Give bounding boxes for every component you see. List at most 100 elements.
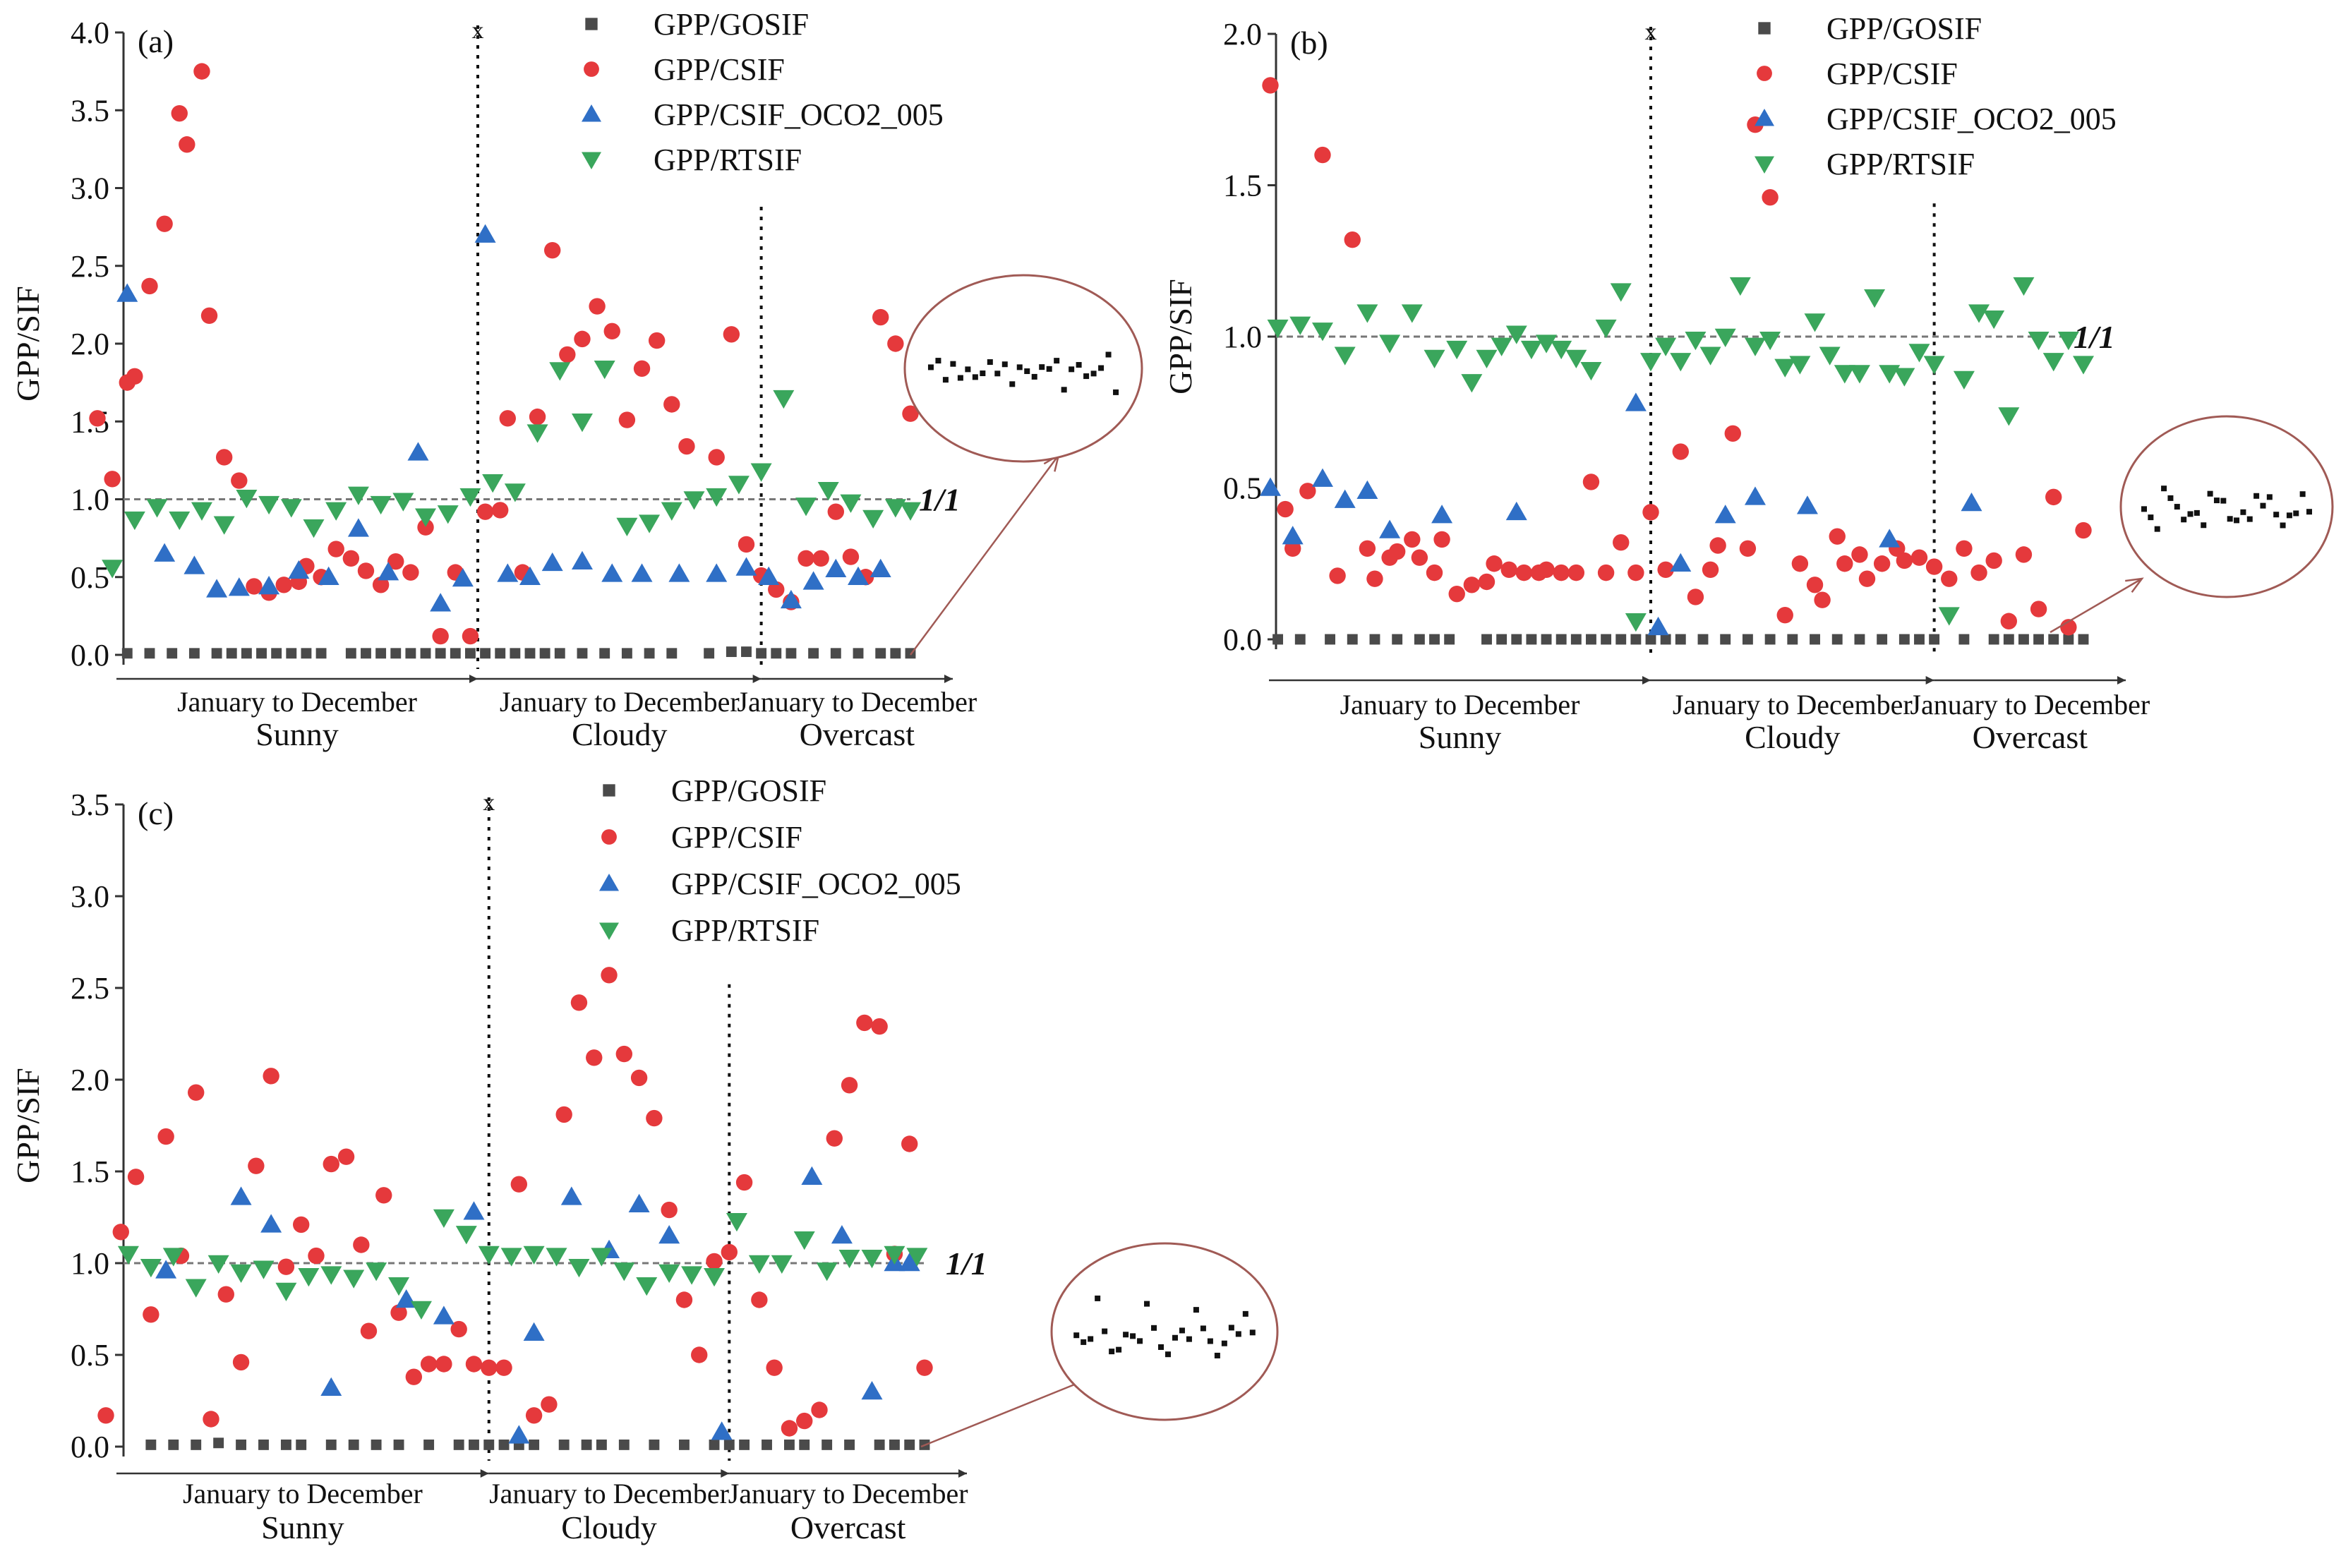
data-point-square bbox=[704, 648, 715, 659]
data-point-square bbox=[889, 1439, 900, 1450]
y-tick-label: 1.0 bbox=[1223, 320, 1262, 354]
data-point-circle bbox=[432, 627, 449, 645]
data-point-triangle-up bbox=[183, 555, 205, 574]
inset-point bbox=[1137, 1338, 1143, 1344]
data-point-triangle-down bbox=[1267, 319, 1289, 339]
data-point-triangle-up bbox=[258, 575, 280, 595]
inset-point bbox=[1113, 389, 1119, 395]
segment-period-label: January to December bbox=[728, 1478, 968, 1509]
data-point-triangle-down bbox=[523, 1246, 545, 1265]
data-point-square bbox=[1272, 634, 1284, 645]
y-tick-label: 2.5 bbox=[71, 971, 109, 1006]
data-point-circle bbox=[1262, 77, 1279, 94]
data-point-triangle-up bbox=[560, 1186, 582, 1205]
data-point-triangle-down bbox=[1311, 322, 1333, 342]
data-point-triangle-down bbox=[1714, 328, 1736, 347]
data-point-square bbox=[145, 1439, 157, 1450]
legend-label: GPP/RTSIF bbox=[671, 913, 819, 948]
data-point-triangle-down bbox=[207, 1255, 229, 1274]
inset-point bbox=[972, 374, 978, 380]
data-point-triangle-down bbox=[1655, 337, 1677, 356]
data-point-triangle-up bbox=[155, 1260, 177, 1279]
y-tick-label: 0.5 bbox=[1223, 471, 1262, 506]
data-point-square bbox=[784, 1439, 795, 1450]
y-axis-label: GPP/SIF bbox=[10, 1068, 46, 1183]
data-point-triangle-down bbox=[478, 1246, 500, 1265]
data-point-triangle-down bbox=[1998, 407, 2020, 426]
inset-point bbox=[2161, 486, 2167, 492]
data-point-triangle-down bbox=[861, 1249, 883, 1269]
inset-point bbox=[1039, 364, 1045, 370]
data-point-circle bbox=[275, 577, 292, 593]
y-tick-label: 1.5 bbox=[71, 1154, 109, 1189]
inset-point bbox=[1061, 387, 1067, 393]
data-point-triangle-down bbox=[504, 483, 526, 502]
data-point-square bbox=[1720, 634, 1731, 645]
legend-label: GPP/RTSIF bbox=[654, 143, 802, 177]
data-point-triangle-down bbox=[298, 1267, 320, 1287]
data-point-square bbox=[144, 648, 155, 659]
data-point-square bbox=[465, 648, 476, 659]
data-point-triangle-down bbox=[343, 1270, 365, 1289]
data-point-triangle-down bbox=[415, 508, 437, 527]
data-point-square bbox=[167, 648, 178, 659]
data-point-triangle-down bbox=[906, 1248, 928, 1267]
segment-period-label: January to December bbox=[177, 686, 417, 718]
data-point-circle bbox=[2030, 601, 2047, 617]
inset-point bbox=[2167, 495, 2174, 501]
data-point-triangle-down bbox=[862, 509, 884, 529]
data-point-triangle-down bbox=[325, 502, 347, 521]
data-point-triangle-up bbox=[802, 571, 824, 590]
segment-period-label: January to December bbox=[183, 1478, 423, 1509]
data-point-circle bbox=[1553, 564, 1570, 581]
data-point-square bbox=[435, 648, 446, 659]
data-point-triangle-down bbox=[900, 502, 921, 521]
data-point-square bbox=[1764, 634, 1776, 645]
data-point-circle bbox=[450, 1320, 467, 1338]
data-point-square bbox=[1555, 634, 1567, 645]
data-point-triangle-down bbox=[661, 502, 682, 521]
data-point-triangle-down bbox=[1699, 346, 1721, 366]
data-point-triangle-down bbox=[616, 517, 638, 536]
data-point-circle bbox=[156, 215, 173, 232]
inset-point bbox=[957, 375, 963, 381]
data-point-circle bbox=[1433, 531, 1450, 548]
data-point-circle bbox=[812, 550, 829, 567]
y-tick-label: 1.0 bbox=[71, 1246, 109, 1281]
inset-point bbox=[1098, 365, 1105, 371]
inset-point bbox=[1105, 351, 1112, 358]
data-point-triangle-up bbox=[825, 558, 847, 577]
data-point-triangle-down bbox=[1848, 365, 1870, 384]
data-point-square bbox=[498, 1439, 510, 1450]
legend-marker-circle-icon bbox=[1757, 66, 1772, 81]
data-point-triangle-up bbox=[801, 1166, 823, 1186]
data-point-circle bbox=[127, 1169, 145, 1186]
data-point-square bbox=[524, 648, 536, 659]
data-point-square bbox=[799, 1439, 810, 1450]
data-point-square bbox=[453, 1439, 464, 1450]
data-point-triangle-down bbox=[366, 1262, 387, 1281]
data-point-circle bbox=[390, 1304, 407, 1321]
inset-point bbox=[935, 358, 941, 364]
data-point-square bbox=[1481, 634, 1492, 645]
legend-marker-square-icon bbox=[1758, 22, 1771, 35]
data-point-circle bbox=[375, 1187, 392, 1204]
arrowhead-icon bbox=[721, 1469, 730, 1478]
y-tick-label: 0.0 bbox=[71, 1430, 109, 1464]
inset-point bbox=[1031, 373, 1037, 380]
inset-point bbox=[1046, 366, 1052, 372]
inset-point bbox=[2253, 493, 2260, 499]
data-point-triangle-up bbox=[861, 1381, 883, 1400]
legend-label: GPP/GOSIF bbox=[671, 773, 826, 808]
data-point-triangle-down bbox=[1729, 277, 1751, 296]
data-point-triangle-down bbox=[124, 511, 145, 531]
data-point-circle bbox=[856, 1014, 873, 1032]
data-point-circle bbox=[723, 326, 740, 343]
data-point-triangle-down bbox=[2057, 332, 2079, 351]
callout-arrow-icon bbox=[2125, 577, 2144, 593]
series-square bbox=[121, 646, 916, 659]
data-point-circle bbox=[248, 1157, 265, 1174]
data-point-triangle-down bbox=[571, 414, 593, 433]
data-point-circle bbox=[525, 1407, 543, 1424]
data-point-circle bbox=[1956, 540, 1973, 557]
